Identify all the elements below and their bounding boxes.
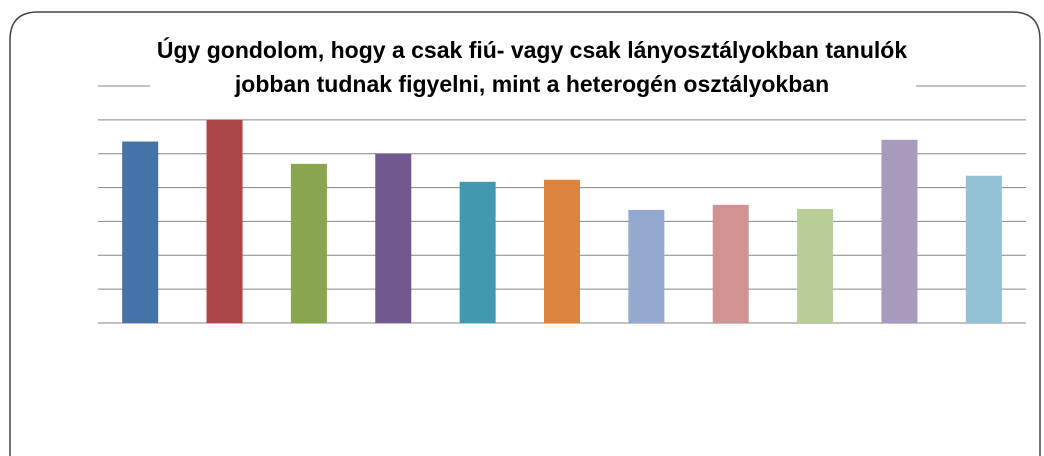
bar — [459, 181, 496, 323]
bar — [122, 141, 159, 323]
chart-title: jobban tudnak figyelni, mint a heterogén… — [234, 71, 829, 97]
bar — [290, 163, 327, 323]
bar — [797, 208, 834, 323]
title-background — [150, 73, 916, 99]
bar — [881, 139, 918, 323]
bar — [544, 179, 580, 323]
bar — [712, 204, 749, 323]
bar — [206, 119, 243, 323]
chart-frame — [9, 11, 1041, 456]
bar — [375, 153, 412, 323]
bar — [965, 175, 1002, 323]
chart-title: Úgy gondolom, hogy a csak fiú- vagy csak… — [157, 36, 907, 63]
bar — [628, 209, 665, 323]
